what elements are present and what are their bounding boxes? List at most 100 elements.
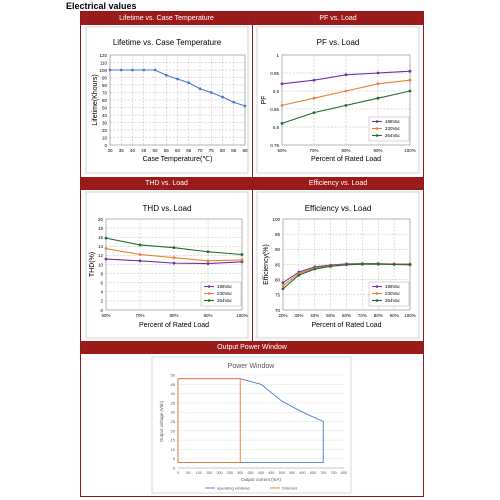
- x-tick-label-2: 90%: [373, 148, 382, 153]
- y-tick-label-2: 0.9: [273, 89, 280, 94]
- data-point-1: [209, 91, 213, 94]
- x-tick-label-1: 65: [186, 148, 192, 153]
- y-axis-label-1: Lifetime(Khours): [92, 74, 99, 125]
- legend-label-3: 264Vac: [217, 298, 233, 303]
- section-heading: Electrical values: [66, 1, 137, 11]
- data-point-1: [108, 68, 112, 72]
- data-point-1: [221, 95, 224, 99]
- chart-title-5: Power Window: [228, 363, 276, 370]
- legend-label-5: operating windows: [217, 486, 250, 491]
- panel-header-thd: THD vs. Load: [81, 177, 252, 190]
- data-point-3: [104, 257, 108, 261]
- x-tick-label-1: 90: [242, 148, 248, 153]
- y-tick-label-3: 8: [100, 271, 103, 276]
- y-tick-label-2: 0.95: [270, 71, 279, 76]
- data-point-3: [172, 246, 176, 250]
- y-tick-label-3: 2: [100, 299, 103, 304]
- y-tick-label-2: 0.85: [270, 107, 279, 112]
- data-point-4: [313, 267, 317, 271]
- data-point-1: [153, 68, 157, 72]
- x-tick-label-3: 70%: [135, 313, 144, 318]
- data-point-2: [344, 89, 348, 93]
- x-tick-label-1: 75: [209, 148, 215, 153]
- y-tick-label-3: 20: [98, 217, 104, 222]
- data-point-2: [312, 111, 316, 114]
- x-tick-label-1: 80: [220, 148, 226, 153]
- y-tick-label-3: 18: [98, 226, 104, 231]
- data-point-3: [172, 261, 176, 265]
- y-axis-label-3: THD(%): [89, 252, 96, 277]
- x-tick-label-4: 40%: [310, 313, 319, 318]
- chart-title-4: Efficiency vs. Load: [305, 204, 372, 213]
- data-point-2: [344, 104, 348, 107]
- data-point-3: [104, 247, 108, 250]
- chart-frame-5: [151, 356, 352, 494]
- x-tick-label-5: 750: [331, 471, 337, 475]
- y-tick-label-1: 120: [99, 53, 107, 58]
- y-tick-label-4: 90: [275, 247, 281, 252]
- y-axis-label-2: PF: [261, 96, 268, 105]
- y-tick-label-1: 90: [102, 75, 108, 80]
- data-point-4: [408, 263, 412, 267]
- data-point-2: [280, 104, 284, 107]
- y-tick-label-5: 35: [171, 400, 176, 405]
- x-tick-label-1: 85: [231, 148, 237, 153]
- data-point-2: [312, 96, 316, 100]
- y-tick-label-5: 30: [171, 410, 176, 415]
- x-tick-label-3: 80%: [169, 313, 178, 318]
- data-point-2: [376, 82, 380, 86]
- x-tick-label-1: 45: [141, 148, 147, 153]
- data-point-1: [131, 68, 134, 72]
- data-point-4: [329, 264, 333, 268]
- legend-marker-3: [207, 299, 211, 302]
- data-point-4: [281, 287, 285, 291]
- y-tick-label-5: 45: [171, 382, 176, 387]
- data-point-1: [119, 68, 123, 72]
- data-point-3: [138, 253, 142, 256]
- legend-marker-4: [375, 292, 379, 295]
- data-point-4: [392, 263, 396, 266]
- y-tick-label-2: 0.75: [270, 143, 279, 148]
- y-tick-label-5: 15: [171, 438, 176, 443]
- x-tick-label-5: 150: [206, 471, 212, 475]
- data-point-2: [280, 82, 284, 86]
- y-tick-label-5: 0: [173, 466, 176, 471]
- y-tick-label-1: 10: [102, 135, 108, 140]
- x-tick-label-5: 800: [341, 471, 347, 475]
- legend-label-4: 264Vac: [385, 298, 401, 303]
- panel-header-efficiency: Efficiency vs. Load: [253, 177, 423, 190]
- x-tick-label-5: 0: [177, 471, 179, 475]
- y-tick-label-2: 1: [276, 53, 279, 58]
- y-tick-label-5: 5: [173, 456, 176, 461]
- data-point-1: [164, 73, 168, 77]
- y-tick-label-5: 10: [171, 447, 176, 452]
- data-point-4: [281, 284, 285, 288]
- y-tick-label-5: 20: [171, 428, 176, 433]
- x-tick-label-2: 80%: [341, 148, 350, 153]
- data-point-3: [240, 253, 244, 256]
- data-point-3: [138, 259, 142, 263]
- x-tick-label-4: 80%: [374, 313, 383, 318]
- legend-label-3: 198Vac: [217, 284, 233, 289]
- data-point-2: [280, 122, 284, 125]
- data-point-2: [312, 78, 316, 82]
- y-tick-label-4: 75: [275, 293, 281, 298]
- data-point-3: [172, 256, 176, 260]
- data-point-2: [408, 69, 412, 73]
- y-tick-label-3: 16: [98, 235, 104, 240]
- x-tick-label-4: 90%: [390, 313, 399, 318]
- y-tick-label-1: 0: [104, 143, 107, 148]
- x-tick-label-1: 50: [152, 148, 158, 153]
- legend-marker-3: [207, 285, 211, 288]
- legend-label-4: 198Vac: [385, 284, 401, 289]
- panel-header-lifetime: Lifetime vs. Case Temperature: [81, 12, 252, 25]
- x-tick-label-3: 90%: [203, 313, 212, 318]
- x-axis-label-1: Case Temperature(℃): [143, 156, 213, 163]
- y-tick-label-1: 70: [102, 90, 108, 95]
- data-point-1: [198, 87, 202, 91]
- legend-label-3: 230Vac: [217, 291, 233, 296]
- x-axis-label-5: Output current (mA): [241, 477, 281, 482]
- x-tick-label-5: 450: [268, 471, 274, 475]
- data-point-3: [138, 243, 142, 247]
